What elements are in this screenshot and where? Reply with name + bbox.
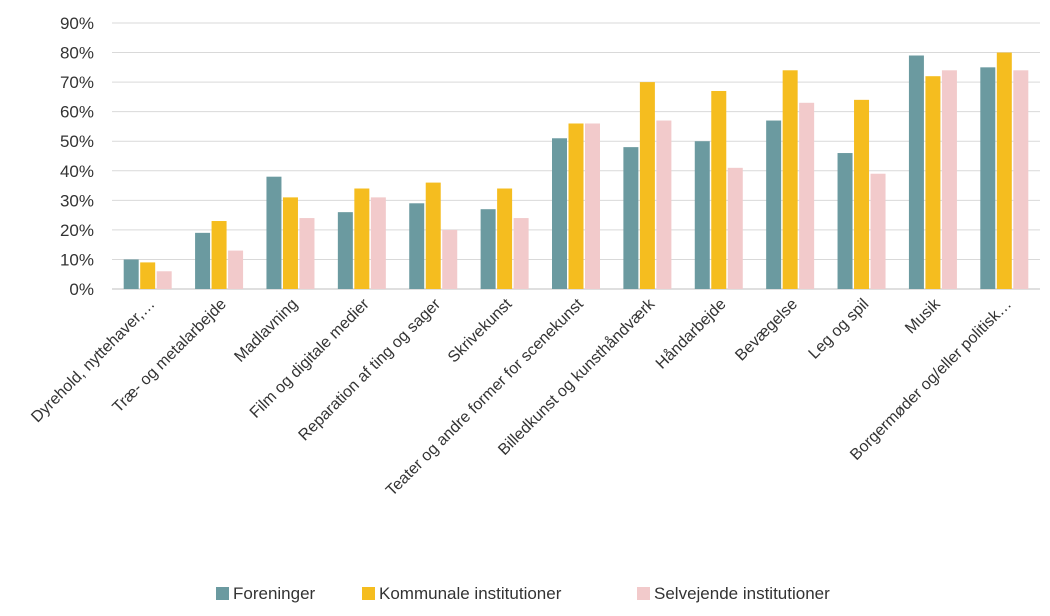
bar: [354, 188, 370, 289]
legend-label: Selvejende institutioner: [654, 584, 830, 603]
x-tick-label: Håndarbejde: [652, 295, 730, 373]
bar: [228, 250, 244, 289]
y-tick-label: 0%: [69, 280, 94, 299]
bar: [639, 82, 655, 289]
bar: [156, 271, 172, 289]
bar: [552, 138, 567, 289]
bar: [799, 102, 815, 289]
bar: [123, 259, 139, 289]
bar: [585, 123, 600, 289]
bar: [442, 229, 458, 289]
bar: [337, 212, 353, 289]
x-tick-label: Madlavning: [231, 296, 301, 366]
bar: [727, 167, 743, 289]
bar: [140, 262, 156, 289]
x-tick-label: Bevægelse: [732, 296, 801, 365]
x-tick-label: Skrivekunst: [445, 295, 516, 366]
bar: [409, 203, 425, 289]
bar: [996, 52, 1012, 289]
y-tick-label: 60%: [60, 103, 94, 122]
y-tick-label: 40%: [60, 162, 94, 181]
legend-label: Kommunale institutioner: [379, 584, 562, 603]
bar: [513, 218, 529, 289]
bar: [980, 67, 996, 289]
bar: [782, 70, 798, 290]
bar: [370, 197, 386, 289]
y-tick-label: 50%: [60, 132, 94, 151]
bar: [766, 120, 782, 290]
x-tick-label: Dyrehold, nyttehaver,…: [28, 296, 158, 426]
legend-label: Foreninger: [233, 584, 316, 603]
bars: [123, 52, 1029, 290]
bar: [497, 188, 513, 289]
x-tick-label: Film og digitale medier: [247, 295, 373, 421]
x-tick-label: Musik: [902, 295, 944, 337]
bar: [425, 182, 441, 289]
bar: [623, 147, 639, 289]
bar: [925, 76, 941, 289]
y-axis-ticks: 0% 10% 20% 30% 40% 50% 60% 70% 80% 90%: [60, 14, 94, 299]
bar: [195, 232, 211, 289]
bar: [211, 221, 227, 289]
bar: [870, 173, 886, 289]
bar: [908, 55, 924, 290]
bar: [837, 153, 853, 289]
bar: [941, 70, 957, 290]
legend-swatch: [362, 587, 375, 600]
bar: [711, 90, 727, 289]
y-tick-label: 30%: [60, 191, 94, 210]
legend-swatch: [637, 587, 650, 600]
x-tick-label: Borgermøder og/eller politisk…: [847, 296, 1015, 464]
bar: [266, 176, 282, 289]
bar: [480, 209, 496, 289]
bar: [299, 218, 315, 289]
y-tick-label: 10%: [60, 250, 94, 269]
x-tick-label: Billedkunst og kunsthåndværk: [495, 294, 659, 458]
legend-swatch: [216, 587, 229, 600]
x-tick-label: Reparation af ting og sager: [296, 295, 445, 444]
bar: [656, 120, 672, 290]
bar: [282, 197, 298, 289]
y-tick-label: 90%: [60, 14, 94, 33]
bar: [568, 123, 584, 289]
legend: Foreninger Kommunale institutioner Selveje…: [216, 584, 830, 603]
y-tick-label: 20%: [60, 221, 94, 240]
y-tick-label: 70%: [60, 73, 94, 92]
bar: [854, 99, 870, 289]
y-tick-label: 80%: [60, 44, 94, 63]
x-tick-label: Leg og spil: [806, 296, 873, 363]
bar: [694, 141, 710, 289]
x-axis-ticks: Dyrehold, nyttehaver,…Træ- og metalarbej…: [28, 294, 1015, 499]
bar: [1013, 70, 1029, 290]
